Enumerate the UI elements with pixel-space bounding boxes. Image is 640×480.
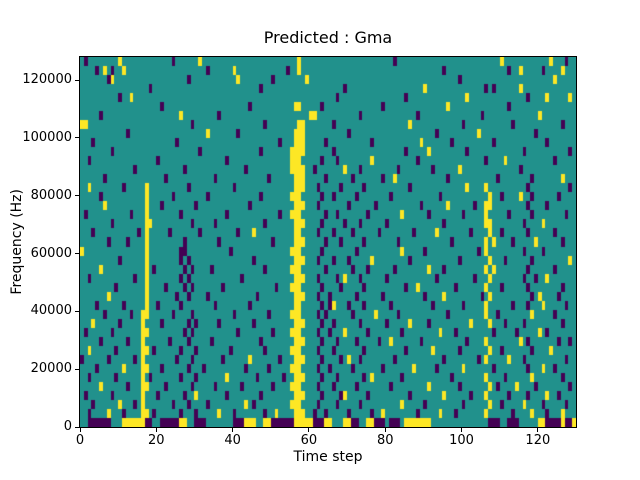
heatmap-canvas — [80, 57, 576, 427]
x-tick-label: 40 — [224, 433, 241, 448]
y-tick-label: 20000 — [30, 361, 72, 377]
x-tick-mark — [232, 428, 234, 432]
x-tick-label: 0 — [75, 433, 85, 448]
y-tick-label: 0 — [63, 419, 72, 434]
x-axis-label: Time step — [293, 449, 363, 465]
y-tick-mark — [75, 310, 79, 312]
y-tick-label: 120000 — [22, 72, 72, 88]
y-tick-label: 80000 — [30, 187, 72, 203]
chart-title: Predicted : Gma — [263, 28, 393, 47]
x-tick-label: 60 — [300, 433, 318, 448]
x-tick-mark — [384, 428, 386, 432]
x-tick-label: 80 — [376, 433, 394, 448]
x-tick-mark — [461, 428, 463, 432]
x-tick-mark — [79, 428, 81, 432]
y-tick-label: 100000 — [22, 129, 72, 145]
y-tick-mark — [75, 137, 79, 139]
y-tick-label: 40000 — [30, 303, 72, 319]
x-tick-label: 120 — [525, 433, 551, 448]
x-tick-mark — [537, 428, 539, 432]
y-tick-mark — [75, 368, 79, 370]
y-tick-mark — [75, 253, 79, 255]
y-tick-mark — [75, 426, 79, 428]
x-tick-mark — [308, 428, 310, 432]
y-tick-label: 60000 — [30, 245, 72, 261]
y-tick-mark — [75, 79, 79, 81]
x-tick-label: 100 — [449, 433, 474, 448]
y-axis-label: Frequency (Hz) — [9, 189, 25, 295]
x-tick-label: 20 — [148, 433, 165, 448]
x-tick-mark — [155, 428, 157, 432]
y-tick-mark — [75, 195, 79, 197]
plot-area — [79, 56, 577, 428]
